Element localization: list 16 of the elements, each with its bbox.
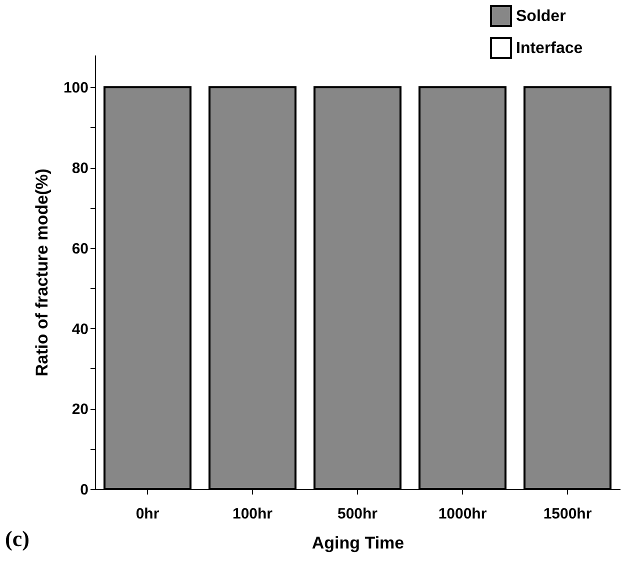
y-tick-label: 60 xyxy=(72,240,88,258)
legend-label: Interface xyxy=(516,40,583,57)
y-tick-label: 20 xyxy=(72,401,88,418)
y-axis-title: Ratio of fracture mode(%) xyxy=(32,168,52,376)
x-tick-label: 500hr xyxy=(337,506,378,522)
y-tick-label: 0 xyxy=(80,482,88,498)
x-tick-label: 100hr xyxy=(232,506,273,522)
x-tick-label: 1000hr xyxy=(438,506,487,522)
x-tick-label: 0hr xyxy=(136,506,160,522)
text: (c) xyxy=(5,526,30,551)
x-axis-title: Aging Time xyxy=(312,534,404,552)
y-tick-label: 80 xyxy=(72,160,88,178)
legend-label: Solder xyxy=(516,8,566,25)
y-tick-label: 100 xyxy=(63,80,88,97)
x-tick-label: 1500hr xyxy=(543,506,592,522)
y-tick-label: 40 xyxy=(72,320,88,338)
